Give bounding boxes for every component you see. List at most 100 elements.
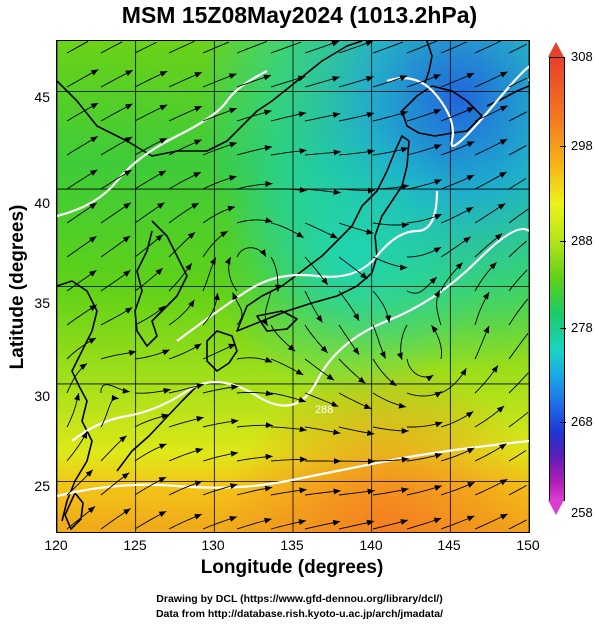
wind-arrowhead <box>466 447 475 454</box>
wind-arrowhead <box>396 352 403 360</box>
wind-arrowhead <box>367 148 375 155</box>
wind-streamline <box>508 411 529 428</box>
wind-arrowhead <box>193 139 202 146</box>
wind-arrowhead <box>433 74 441 80</box>
wind-arrowhead <box>358 376 366 384</box>
wind-arrowhead <box>489 262 497 270</box>
colorbar-label: 278 <box>571 320 593 335</box>
wind-arrowhead <box>90 136 98 143</box>
x-tick-label: 125 <box>123 537 147 553</box>
wind-arrowhead <box>463 236 471 244</box>
x-tick-label: 130 <box>201 537 225 553</box>
wind-arrowhead <box>265 422 273 429</box>
wind-arrowhead <box>434 290 440 298</box>
wind-arrowhead <box>232 292 239 301</box>
coastline-ryukyu-islands <box>116 385 198 472</box>
wind-arrowhead <box>155 234 164 242</box>
wind-arrowhead <box>398 402 406 409</box>
y-tick-label: 40 <box>34 195 50 211</box>
wind-arrowhead <box>124 137 133 143</box>
wind-arrowhead <box>332 112 341 118</box>
wind-streamline <box>508 450 527 462</box>
wind-arrowhead <box>122 387 130 394</box>
coastlines <box>57 41 529 530</box>
wind-arrowhead <box>90 69 99 76</box>
wind-arrowhead <box>330 401 339 407</box>
wind-arrowhead <box>298 519 306 525</box>
wind-arrowhead <box>125 103 133 110</box>
wind-arrowhead <box>123 202 131 210</box>
wind-arrowhead <box>209 257 216 265</box>
wind-arrowhead <box>367 488 375 495</box>
wind-arrowhead <box>400 146 409 153</box>
wind-arrowhead <box>363 403 372 409</box>
map-panel: 288 <box>56 40 530 533</box>
wind-arrowhead <box>465 207 474 214</box>
wind-streamline <box>508 333 529 360</box>
wind-arrowhead <box>300 456 307 463</box>
colorbar-tick <box>560 146 566 147</box>
wind-arrowhead <box>433 517 442 524</box>
drawing-credit: Drawing by DCL (https://www.gfd-dennou.o… <box>156 593 443 605</box>
x-axis-label: Longitude (degrees) <box>200 557 384 578</box>
wind-arrowhead <box>228 73 237 80</box>
wind-arrowhead <box>466 175 475 181</box>
wind-arrowhead <box>434 421 443 428</box>
wind-arrowhead <box>465 411 474 418</box>
x-tick-label: 150 <box>516 537 540 553</box>
map-title: MSM 15Z08May2024 (1013.2hPa) <box>121 2 478 28</box>
wind-arrowhead <box>466 141 475 148</box>
wind-arrowhead <box>385 315 392 323</box>
wind-arrowhead <box>264 356 273 363</box>
wind-arrowhead <box>360 272 368 280</box>
wind-arrowhead <box>228 343 236 350</box>
coastline-japan-honshu <box>236 135 410 332</box>
wind-arrowhead <box>195 447 203 454</box>
wind-arrowhead <box>499 139 508 145</box>
wind-arrowhead <box>434 485 442 491</box>
wind-arrowhead <box>434 214 442 220</box>
wind-arrowhead <box>434 453 443 459</box>
wind-streamline <box>508 519 528 530</box>
x-tick-label: 135 <box>280 537 304 553</box>
wind-streamline <box>508 43 528 54</box>
wind-arrowhead <box>229 175 237 181</box>
x-tick-label: 145 <box>437 537 461 553</box>
contour-288-south <box>71 227 529 442</box>
wind-arrowhead <box>401 456 409 463</box>
wind-streamline <box>440 41 467 54</box>
wind-arrowhead <box>499 479 508 486</box>
wind-arrowhead <box>123 270 131 277</box>
wind-arrowhead <box>499 171 507 178</box>
wind-arrowhead <box>434 179 442 185</box>
wind-arrowhead <box>483 325 490 334</box>
wind-arrowhead <box>367 458 375 465</box>
colorbar-label: 298 <box>571 138 593 153</box>
wind-streamline <box>134 41 157 54</box>
wind-arrowhead <box>299 426 307 433</box>
wind-arrowhead <box>157 202 165 209</box>
wind-arrowhead <box>123 508 131 515</box>
colorbar-label: 308 <box>571 49 593 64</box>
temperature-wind-map: 288 <box>57 41 529 532</box>
wind-arrowhead <box>365 75 374 82</box>
colorbar-tick <box>560 422 566 423</box>
wind-streamline <box>508 485 527 496</box>
y-tick-label: 25 <box>34 478 50 494</box>
wind-arrowhead <box>265 180 273 187</box>
coastline-japan-kyushu <box>206 330 238 372</box>
wind-arrowhead <box>499 105 508 112</box>
wind-arrowhead <box>297 75 306 82</box>
contour-288-west <box>57 70 268 218</box>
coastline-china-east <box>57 280 98 522</box>
wind-arrowhead <box>299 487 307 494</box>
wind-arrowhead <box>87 506 96 514</box>
wind-arrowhead <box>333 189 341 196</box>
wind-arrowhead <box>401 428 409 435</box>
wind-arrowhead <box>497 203 506 210</box>
wind-arrowhead <box>332 519 341 526</box>
y-tick-label: 35 <box>34 295 50 311</box>
wind-arrowhead <box>89 270 97 277</box>
wind-streamline <box>168 41 195 54</box>
wind-arrowhead <box>298 111 306 118</box>
